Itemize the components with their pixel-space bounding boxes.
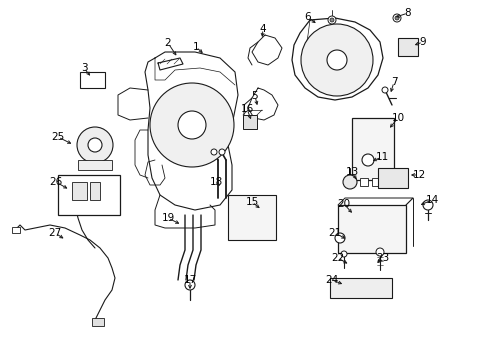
Circle shape [342, 175, 356, 189]
Text: 2: 2 [164, 38, 171, 48]
Text: 22: 22 [331, 253, 344, 263]
Text: 14: 14 [425, 195, 438, 205]
Bar [397, 38, 417, 56]
Text: 18: 18 [209, 177, 222, 187]
Circle shape [77, 127, 113, 163]
Text: 1: 1 [192, 42, 199, 52]
Circle shape [334, 233, 345, 243]
Text: 12: 12 [411, 170, 425, 180]
Circle shape [381, 87, 387, 93]
Text: 3: 3 [81, 63, 87, 73]
Circle shape [422, 200, 432, 210]
Text: 6: 6 [304, 12, 311, 22]
Text: 21: 21 [328, 228, 341, 238]
Text: 26: 26 [49, 177, 62, 187]
Bar [329, 278, 391, 298]
Text: 10: 10 [390, 113, 404, 123]
Bar [80, 72, 105, 88]
Bar [90, 182, 100, 200]
Bar [12, 227, 20, 233]
Circle shape [210, 149, 217, 155]
Text: 5: 5 [251, 91, 258, 101]
Bar [351, 118, 393, 180]
Text: 25: 25 [51, 132, 64, 142]
Text: 24: 24 [325, 275, 338, 285]
Text: 11: 11 [375, 152, 388, 162]
Text: 19: 19 [161, 213, 174, 223]
Circle shape [178, 111, 205, 139]
Text: 4: 4 [259, 24, 266, 34]
Circle shape [327, 16, 335, 24]
Circle shape [88, 138, 102, 152]
Text: 9: 9 [419, 37, 426, 47]
Bar [72, 182, 87, 200]
Circle shape [392, 14, 400, 22]
Circle shape [326, 50, 346, 70]
Circle shape [150, 83, 234, 167]
Bar [227, 195, 275, 240]
Text: 8: 8 [404, 8, 410, 18]
Circle shape [375, 248, 383, 256]
Text: 20: 20 [337, 199, 350, 209]
Circle shape [361, 154, 373, 166]
Circle shape [301, 24, 372, 96]
Circle shape [394, 16, 398, 20]
Bar [58, 175, 120, 215]
Text: 23: 23 [376, 253, 389, 263]
Bar [243, 115, 257, 129]
Circle shape [340, 251, 346, 257]
Text: 13: 13 [345, 167, 358, 177]
Bar [92, 318, 104, 326]
Circle shape [329, 18, 333, 22]
Bar [377, 168, 407, 188]
Text: 27: 27 [48, 228, 61, 238]
Text: 16: 16 [240, 104, 253, 114]
Circle shape [184, 280, 195, 290]
Bar [337, 205, 405, 253]
Bar [371, 178, 379, 186]
Text: 17: 17 [183, 275, 196, 285]
Bar [78, 160, 112, 170]
Text: 7: 7 [390, 77, 397, 87]
Text: 15: 15 [245, 197, 258, 207]
Bar [359, 178, 367, 186]
Circle shape [219, 149, 224, 155]
